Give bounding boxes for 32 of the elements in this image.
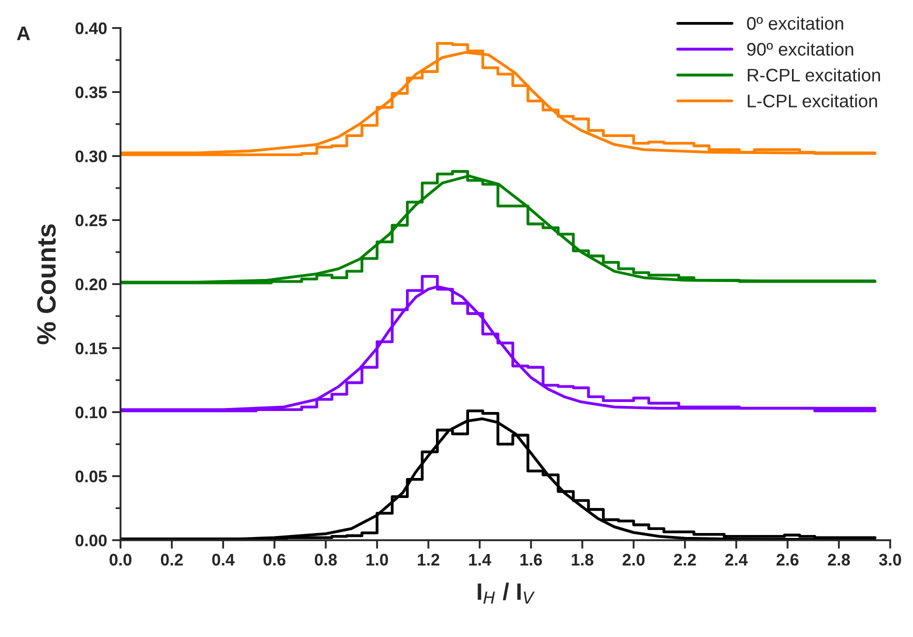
- text: A: [16, 26, 30, 40]
- y-tick-label: 0.25: [76, 214, 107, 226]
- x-axis-title: I$_{H}$ / I$_{V}$: [478, 582, 535, 604]
- y-tick-label: 0.05: [76, 470, 107, 482]
- y-tick-label: 0.35: [76, 86, 107, 98]
- x-tick-label: 2.4: [725, 554, 748, 566]
- legend-label: 90º excitation: [747, 42, 854, 56]
- x-tick-label: 1.6: [520, 554, 542, 566]
- legend-label: L-CPL excitation: [748, 94, 877, 108]
- y-tick-label: 0.40: [76, 22, 107, 34]
- x-tick-label: 0.8: [314, 554, 337, 566]
- legend-label: R-CPL excitation: [748, 68, 880, 82]
- y-tick-label: 0.10: [76, 406, 107, 418]
- y-tick-label: 0.00: [76, 534, 107, 546]
- x-tick-label: 2.0: [622, 554, 645, 566]
- x-tick-label: 1.8: [572, 554, 594, 566]
- x-tick-label: 2.6: [776, 554, 799, 566]
- x-tick-label: 0.2: [160, 554, 183, 566]
- y-tick-label: 0.20: [76, 278, 107, 290]
- x-tick-label: 3.0: [878, 554, 902, 566]
- legend-label: 0º excitation: [747, 16, 844, 30]
- x-tick-label: 0.4: [212, 554, 235, 566]
- x-tick-label: 2.8: [828, 554, 850, 566]
- x-tick-label: 1.2: [418, 554, 440, 566]
- x-tick-label: 1.0: [366, 554, 388, 566]
- y-tick-label: 0.30: [76, 150, 107, 162]
- x-tick-label: 0.0: [110, 554, 132, 566]
- y-tick-label: 0.15: [76, 342, 107, 354]
- x-tick-label: 1.4: [469, 554, 492, 566]
- x-tick-label: 2.2: [674, 554, 696, 566]
- y-axis-title: % Counts: [37, 224, 56, 344]
- x-tick-label: 0.6: [264, 554, 286, 566]
